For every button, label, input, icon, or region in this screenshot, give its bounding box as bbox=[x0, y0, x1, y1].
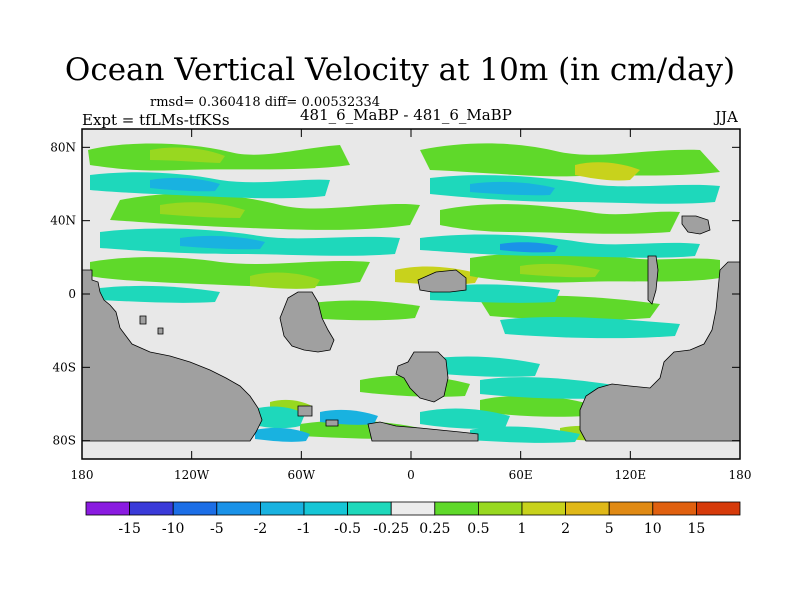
colorbar-label: -1 bbox=[297, 521, 311, 537]
land-islands bbox=[157, 327, 164, 335]
lon-tick-label: 0 bbox=[407, 468, 415, 482]
anomaly-patch bbox=[500, 317, 680, 339]
land-islands bbox=[297, 405, 313, 417]
anomaly-patch bbox=[250, 406, 305, 429]
colorbar-swatch bbox=[390, 501, 436, 516]
colorbar-label: 10 bbox=[644, 521, 662, 537]
land-masses bbox=[81, 215, 741, 442]
colorbar-swatch bbox=[608, 501, 654, 516]
negative-anomaly-fields bbox=[90, 172, 720, 443]
stats-label: rmsd= 0.360418 diff= 0.00532334 bbox=[150, 95, 381, 110]
map-panel: 180 120W 60W 0 60E 120E 180 80N 40N 0 40S 80S bbox=[50, 128, 752, 482]
land-south-america bbox=[279, 291, 335, 353]
colorbar-swatch bbox=[477, 501, 523, 516]
colorbar-swatch bbox=[259, 501, 305, 516]
land-islands bbox=[681, 215, 711, 235]
colorbar-swatch bbox=[434, 501, 479, 516]
colorbar-label: 2 bbox=[561, 521, 570, 537]
anomaly-patch bbox=[250, 272, 320, 289]
longitude-axis: 180 120W 60W 0 60E 120E 180 bbox=[71, 129, 752, 482]
anomaly-patch bbox=[520, 263, 600, 278]
anomaly-patch bbox=[160, 202, 245, 218]
colorbar-label: -10 bbox=[162, 521, 185, 537]
anomaly-patch bbox=[180, 235, 265, 250]
colorbar-label: 0.25 bbox=[419, 521, 450, 537]
lat-tick-label: 80S bbox=[53, 434, 77, 448]
lat-tick-label: 80N bbox=[50, 140, 76, 154]
experiment-label: Expt = tfLMs-tfKSs bbox=[82, 111, 230, 129]
colorbar-label: -5 bbox=[210, 521, 224, 537]
colorbar-label: -15 bbox=[118, 521, 141, 537]
anomaly-patch bbox=[470, 181, 555, 196]
season-label: JJA bbox=[715, 108, 738, 126]
land-east-continent bbox=[579, 261, 741, 442]
colorbar-swatch bbox=[172, 501, 218, 516]
colorbar-swatch bbox=[303, 501, 348, 516]
anomaly-patch bbox=[480, 377, 620, 399]
lon-tick-label: 60E bbox=[509, 468, 533, 482]
anomaly-patch bbox=[440, 204, 680, 234]
colorbar: -15 -10 -5 -2 -1 -0.5 -0.25 0.25 0.5 1 2 5 10 15 bbox=[85, 501, 741, 537]
colorbar-label: -0.25 bbox=[373, 521, 409, 537]
anomaly-patch bbox=[420, 234, 700, 258]
latitude-axis: 80N 40N 0 40S 80S bbox=[50, 140, 740, 448]
anomaly-patch bbox=[575, 162, 640, 181]
anomaly-patch bbox=[255, 427, 310, 442]
anomaly-patch bbox=[470, 426, 580, 443]
plot-title: Ocean Vertical Velocity at 10m (in cm/da… bbox=[64, 52, 736, 88]
case-label: 481_6_MaBP - 481_6_MaBP bbox=[300, 106, 512, 124]
anomaly-patch bbox=[150, 177, 220, 192]
lon-tick-label: 60W bbox=[288, 468, 316, 482]
colorbar-swatch bbox=[129, 501, 174, 516]
colorbar-swatch bbox=[347, 501, 392, 516]
land-antarctica-block bbox=[395, 351, 449, 403]
anomaly-patch bbox=[100, 285, 220, 303]
colorbar-swatch bbox=[85, 501, 130, 516]
anomaly-patch bbox=[420, 143, 720, 177]
colorbar-label: 5 bbox=[605, 521, 614, 537]
land-islands bbox=[647, 255, 659, 305]
lat-tick-label: 40S bbox=[53, 360, 77, 374]
anomaly-patch bbox=[420, 356, 540, 377]
anomaly-patch bbox=[300, 300, 420, 321]
colorbar-swatch bbox=[565, 501, 610, 516]
colorbar-label: -2 bbox=[254, 521, 268, 537]
colorbar-label: -0.5 bbox=[334, 521, 361, 537]
colorbar-swatch bbox=[216, 501, 261, 516]
colorbar-label: 1 bbox=[518, 521, 527, 537]
colorbar-swatch bbox=[652, 501, 697, 516]
lat-tick-label: 0 bbox=[68, 287, 76, 301]
lon-tick-label: 120E bbox=[614, 468, 646, 482]
anomaly-patch bbox=[480, 395, 590, 417]
colorbar-label: 15 bbox=[687, 521, 705, 537]
anomaly-patch bbox=[500, 242, 558, 253]
anomaly-patch bbox=[420, 408, 510, 429]
anomaly-patch bbox=[150, 147, 225, 163]
colorbar-label: 0.5 bbox=[467, 521, 489, 537]
land-islands bbox=[325, 419, 339, 427]
colorbar-swatch bbox=[521, 501, 566, 516]
land-south-shelf bbox=[367, 421, 479, 442]
lon-tick-label: 180 bbox=[729, 468, 752, 482]
lon-tick-label: 120W bbox=[174, 468, 210, 482]
positive-anomaly-fields bbox=[88, 143, 720, 441]
land-africa bbox=[417, 269, 467, 293]
lon-tick-label: 180 bbox=[71, 468, 94, 482]
lat-tick-label: 40N bbox=[50, 214, 76, 228]
colorbar-swatch bbox=[696, 501, 741, 516]
land-north-america-west bbox=[81, 269, 263, 442]
land-islands bbox=[139, 315, 147, 325]
